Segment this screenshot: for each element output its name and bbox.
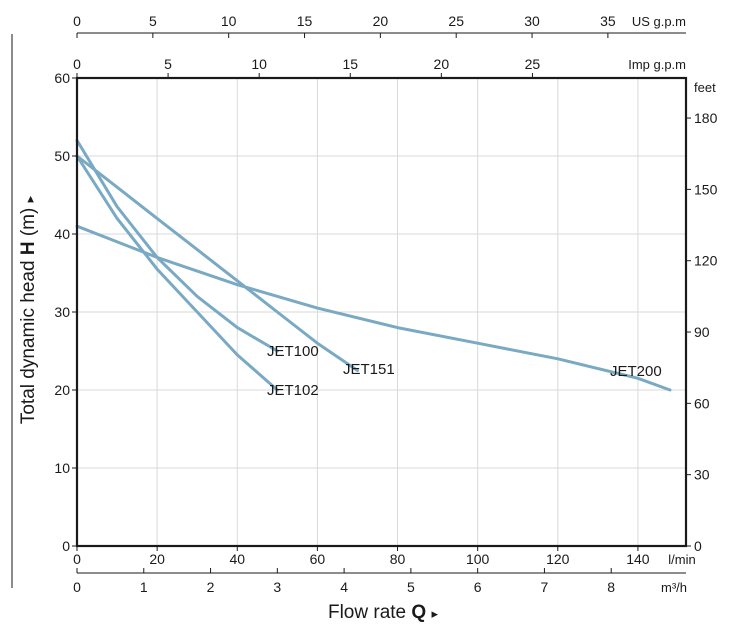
curve-jet151 — [75, 154, 359, 372]
curve-jet102 — [75, 154, 279, 392]
curve-jet100 — [75, 138, 279, 353]
x-lmin-tick-label: 20 — [149, 551, 165, 567]
x-usgpm-tick-label: 30 — [524, 13, 540, 29]
x-m3h-tick-label: 5 — [407, 579, 415, 595]
x-lmin-tick-label: 100 — [466, 551, 490, 567]
y-axis-label: Total dynamic head H (m) ▸ — [18, 195, 39, 424]
x-usgpm-tick-label: 5 — [149, 13, 157, 29]
series-label-jet100: JET100 — [267, 343, 319, 360]
x-lmin-unit-label: l/min — [668, 552, 695, 567]
y-right-unit-label: feet — [694, 80, 716, 95]
x-usgpm-unit-label: US g.p.m — [632, 14, 686, 29]
y-right-tick-label: 120 — [694, 253, 718, 269]
x-impgpm-unit-label: Imp g.p.m — [628, 57, 686, 72]
y-right-tick-label: 30 — [694, 467, 710, 483]
x-usgpm-tick-label: 15 — [297, 13, 313, 29]
x-usgpm-tick-label: 20 — [373, 13, 389, 29]
x-impgpm-tick-label: 10 — [251, 56, 267, 72]
y-right-tick-label: 90 — [694, 324, 710, 340]
x-usgpm-tick-label: 25 — [448, 13, 464, 29]
y-left-tick-label: 40 — [54, 226, 70, 242]
performance-curves — [75, 138, 672, 392]
y-left-tick-label: 10 — [54, 460, 70, 476]
x-m3h-tick-label: 0 — [73, 579, 81, 595]
y-left-tick-label: 50 — [54, 148, 70, 164]
y-right-tick-label: 150 — [694, 181, 718, 197]
series-label-jet102: JET102 — [267, 382, 319, 399]
x-usgpm-tick-label: 0 — [73, 13, 81, 29]
x-lmin-tick-label: 120 — [546, 551, 570, 567]
x-lmin-tick-label: 60 — [310, 551, 326, 567]
curve-jet200 — [75, 224, 672, 392]
x-axis-label: Flow rate Q ▸ — [328, 602, 438, 623]
x-lmin-tick-label: 80 — [390, 551, 406, 567]
y-right-tick-label: 0 — [694, 538, 702, 554]
curve-labels: JET100 JET102 JET151 JET200 — [267, 343, 662, 399]
x-m3h-tick-label: 1 — [140, 579, 148, 595]
x-m3h-unit-label: m³/h — [661, 580, 687, 595]
y-left-tick-label: 30 — [54, 304, 70, 320]
x-impgpm-tick-label: 15 — [342, 56, 358, 72]
x-m3h-tick-label: 4 — [340, 579, 348, 595]
y-right-tick-label: 60 — [694, 395, 710, 411]
y-right-tick-label: 180 — [694, 110, 718, 126]
series-label-jet151: JET151 — [343, 361, 395, 378]
x-m3h-tick-label: 3 — [273, 579, 281, 595]
y-left-tick-label: 0 — [62, 538, 70, 554]
x-usgpm-tick-label: 10 — [221, 13, 237, 29]
y-left-tick-label: 20 — [54, 382, 70, 398]
x-impgpm-tick-label: 5 — [164, 56, 172, 72]
x-impgpm-tick-label: 0 — [73, 56, 81, 72]
x-lmin-tick-label: 40 — [229, 551, 245, 567]
x-impgpm-tick-label: 25 — [525, 56, 541, 72]
x-lmin-tick-label: 140 — [626, 551, 650, 567]
series-label-jet200: JET200 — [610, 363, 662, 380]
x-m3h-tick-label: 7 — [541, 579, 549, 595]
x-usgpm-tick-label: 35 — [600, 13, 616, 29]
grid — [77, 78, 686, 546]
x-lmin-tick-label: 0 — [73, 551, 81, 567]
x-m3h-tick-label: 8 — [607, 579, 615, 595]
x-impgpm-tick-label: 20 — [434, 56, 450, 72]
y-left-tick-label: 60 — [54, 70, 70, 86]
x-m3h-tick-label: 2 — [207, 579, 215, 595]
x-m3h-tick-label: 6 — [474, 579, 482, 595]
